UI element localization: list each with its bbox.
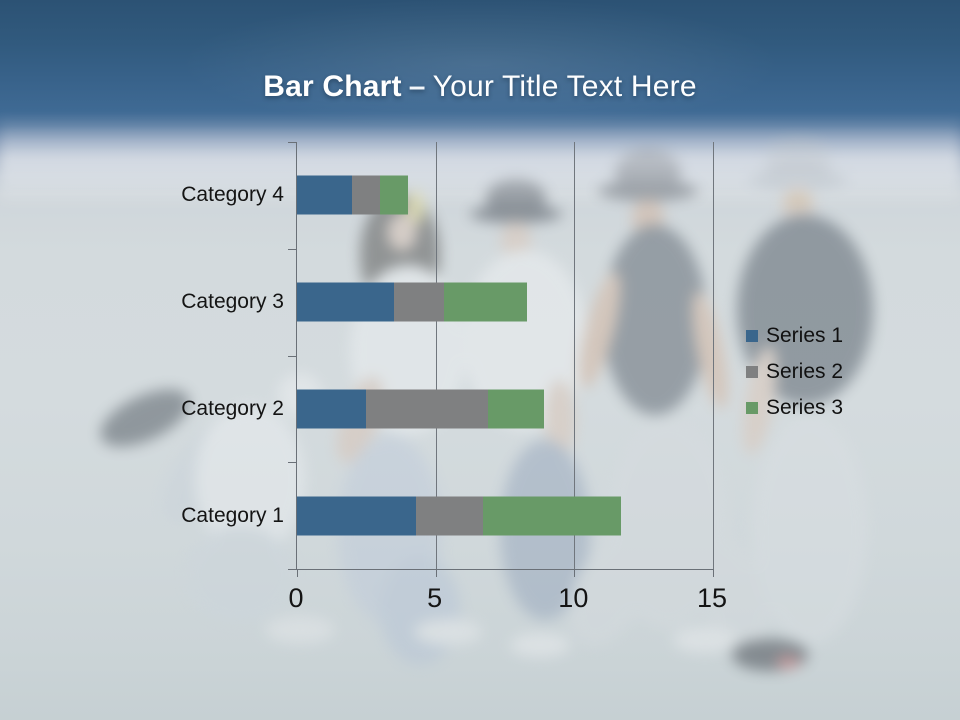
bar-row	[297, 142, 713, 249]
y-axis-tick	[288, 462, 296, 464]
title-topic: Bar Chart	[263, 70, 402, 104]
bar-segment-series-2	[416, 496, 483, 536]
title-separator: –	[408, 70, 426, 104]
legend-swatch	[746, 366, 758, 378]
stacked-bar	[297, 389, 544, 429]
legend-label: Series 2	[766, 360, 844, 383]
bar-segment-series-2	[394, 282, 444, 322]
bar-row	[297, 462, 713, 569]
legend-swatch	[746, 330, 758, 342]
slide-title: Bar Chart – Your Title Text Here	[0, 70, 960, 104]
x-axis-tick	[713, 569, 714, 577]
x-axis-tick	[297, 569, 298, 577]
bar-rows	[297, 142, 713, 569]
bar-segment-series-3	[482, 496, 622, 536]
gridline	[574, 142, 576, 569]
stacked-bar	[297, 175, 408, 215]
bar-row	[297, 249, 713, 356]
x-axis-tick	[574, 569, 576, 577]
bar-segment-series-1	[297, 175, 353, 215]
x-axis-tick	[435, 569, 437, 577]
legend-item: Series 2	[746, 360, 843, 384]
legend-swatch	[746, 402, 758, 414]
y-axis-tick	[288, 248, 296, 250]
bar-segment-series-1	[297, 389, 367, 429]
x-axis-tick-label: 0	[288, 583, 304, 613]
x-axis-tick-labels: 0 5 10 15	[288, 583, 727, 617]
legend-label: Series 1	[766, 324, 844, 347]
plot-area	[288, 142, 714, 577]
gridline	[713, 142, 714, 569]
y-axis-tick	[288, 142, 296, 143]
bar-segment-series-1	[297, 282, 395, 322]
legend-item: Series 3	[746, 396, 843, 420]
bar-segment-series-3	[380, 175, 408, 215]
legend-item: Series 1	[746, 324, 843, 348]
bar-segment-series-3	[488, 389, 544, 429]
title-text: Your Title Text Here	[432, 70, 697, 104]
x-axis-tick-label: 5	[427, 583, 443, 613]
chart-legend: Series 1 Series 2 Series 3	[746, 324, 843, 432]
category-label: Category 4	[181, 183, 284, 207]
x-axis-tick-label: 10	[558, 583, 589, 613]
category-label: Category 1	[181, 503, 284, 527]
bar-segment-series-1	[297, 496, 417, 536]
y-axis-tick	[288, 569, 296, 570]
header-fade	[0, 116, 960, 208]
bar-segment-series-3	[443, 282, 528, 322]
stacked-bar	[297, 282, 528, 322]
category-label: Category 3	[181, 290, 284, 314]
legend-label: Series 3	[766, 396, 844, 419]
y-axis-tick	[288, 355, 296, 357]
category-axis-labels: Category 4 Category 3 Category 2 Category 1	[60, 142, 284, 569]
x-axis-tick-label: 15	[696, 583, 728, 613]
bar-segment-series-2	[366, 389, 489, 429]
category-label: Category 2	[181, 396, 284, 420]
stacked-bar	[297, 496, 622, 536]
bar-row	[297, 356, 713, 463]
gridline	[435, 142, 437, 569]
bar-segment-series-2	[352, 175, 381, 215]
